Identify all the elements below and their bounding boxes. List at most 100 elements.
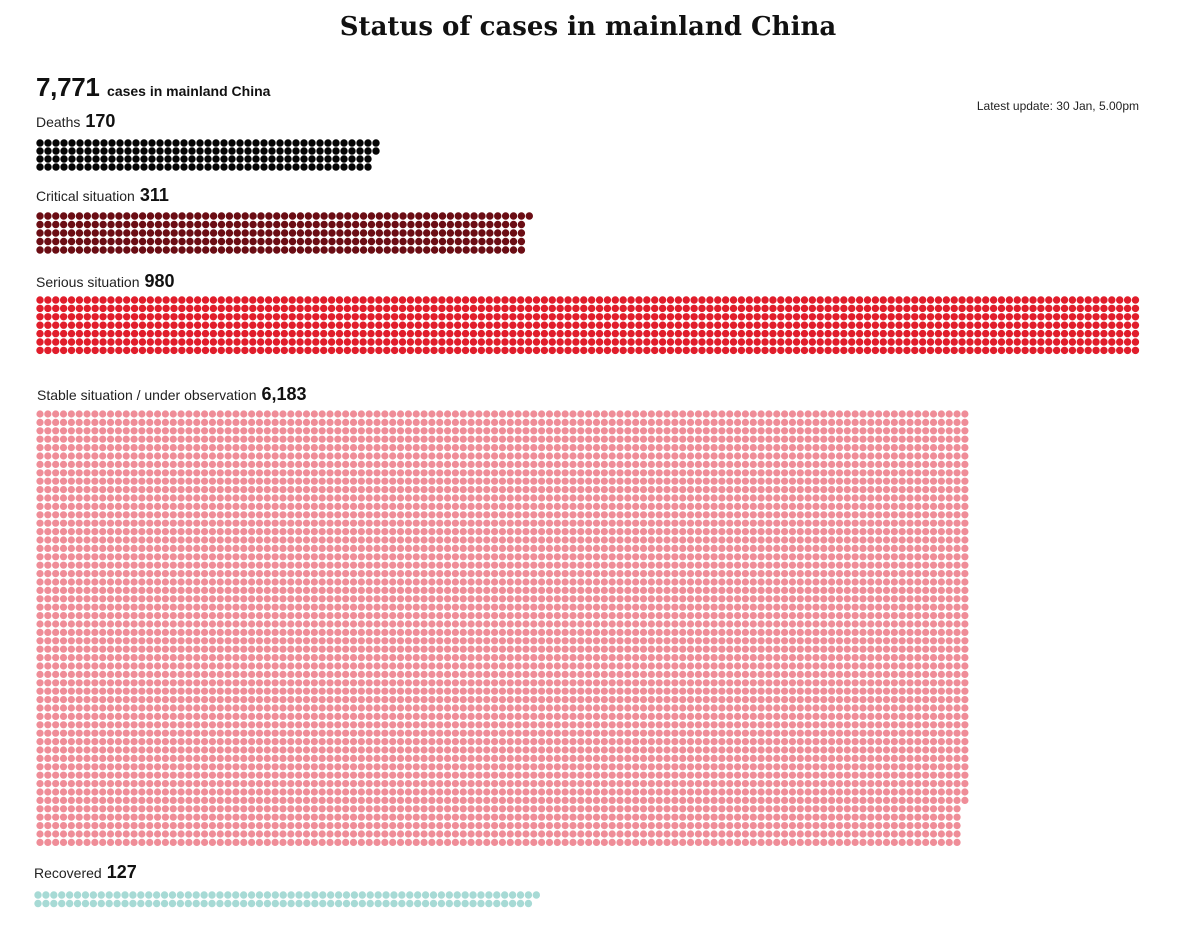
critical-dot <box>494 246 502 254</box>
critical-dot <box>265 246 273 254</box>
serious-dot <box>517 321 525 329</box>
stable-dot <box>248 460 256 468</box>
stable-dot <box>365 528 373 536</box>
stable-dot <box>208 645 217 653</box>
stable-dot <box>553 704 561 712</box>
serious-dot <box>501 296 509 304</box>
deaths-dot <box>284 163 292 171</box>
serious-dot <box>209 313 218 321</box>
stable-dot <box>561 561 569 569</box>
stable-dot <box>161 418 170 426</box>
stable-dot <box>334 427 342 435</box>
critical-dot <box>312 237 320 246</box>
serious-dot <box>383 329 391 338</box>
critical-dot <box>138 220 147 229</box>
stable-dot <box>138 460 146 468</box>
serious-dot <box>848 296 856 304</box>
stable-dot <box>451 704 460 712</box>
stable-dot <box>114 654 122 662</box>
stable-dot <box>271 511 279 519</box>
stable-dot <box>185 418 193 426</box>
stable-dot <box>342 586 350 595</box>
serious-dot <box>950 313 958 321</box>
stable-dot <box>506 838 514 847</box>
stable-dot <box>302 838 311 847</box>
stable-dot <box>75 486 83 494</box>
stable-dot <box>240 729 248 737</box>
stable-dot <box>240 477 248 485</box>
stable-dot <box>177 704 185 712</box>
stable-dot <box>310 805 318 813</box>
stable-dot <box>83 746 91 754</box>
stable-dot <box>146 435 154 443</box>
stable-dot <box>538 460 546 468</box>
stable-dot <box>483 696 491 704</box>
stable-dot <box>342 519 350 527</box>
stable-dot <box>153 746 162 754</box>
stable-dot <box>310 410 318 418</box>
stable-dot <box>491 544 499 553</box>
stable-dot <box>271 771 279 779</box>
stable-dot <box>122 687 130 695</box>
stable-dot <box>302 460 311 468</box>
stable-dot <box>334 410 342 418</box>
stable-dot <box>153 519 162 527</box>
stable-dot <box>404 502 412 510</box>
stable-dot <box>443 528 452 536</box>
serious-dot <box>170 313 178 321</box>
stable-dot <box>436 788 444 796</box>
stable-dot <box>216 788 224 796</box>
stable-dot <box>428 771 436 779</box>
stable-dot <box>287 721 295 729</box>
stable-dot <box>404 754 412 763</box>
stable-dot <box>91 544 99 553</box>
stable-dot <box>545 561 554 569</box>
stable-dot <box>114 738 122 746</box>
stable-dot <box>177 628 185 637</box>
serious-dot <box>887 321 895 329</box>
serious-dot <box>580 338 588 346</box>
serious-dot <box>446 329 454 338</box>
deaths-dot <box>324 139 332 147</box>
serious-dot <box>501 313 509 321</box>
stable-dot <box>232 645 240 653</box>
stable-dot <box>130 578 138 586</box>
stable-dot <box>36 670 44 679</box>
stable-dot <box>216 796 224 805</box>
stable-dot <box>255 687 264 695</box>
stable-dot <box>561 528 569 536</box>
stable-dot <box>91 687 99 695</box>
serious-dot <box>233 313 241 321</box>
critical-dot <box>446 229 455 237</box>
serious-dot <box>824 296 832 304</box>
stable-dot <box>342 670 350 679</box>
critical-dot <box>162 229 170 237</box>
stable-dot <box>428 712 436 721</box>
serious-dot <box>162 338 170 346</box>
stable-dot <box>248 754 256 763</box>
stable-dot <box>177 780 185 788</box>
stable-dot <box>538 696 546 704</box>
stable-dot <box>248 511 256 519</box>
stable-dot <box>530 796 538 805</box>
stable-dot <box>201 460 209 468</box>
stable-dot <box>514 452 522 460</box>
stable-dot <box>248 553 256 561</box>
stable-dot <box>412 553 420 561</box>
serious-dot <box>729 304 738 313</box>
serious-dot <box>1084 329 1092 338</box>
stable-dot <box>326 418 334 426</box>
stable-dot <box>389 603 397 611</box>
stable-dot <box>59 670 68 679</box>
stable-dot <box>498 570 507 578</box>
stable-dot <box>138 746 146 754</box>
stable-dot <box>428 654 436 662</box>
stable-dot <box>59 830 68 838</box>
stable-dot <box>295 654 303 662</box>
stable-dot <box>334 595 342 603</box>
stable-dot <box>412 444 420 452</box>
serious-dot <box>564 329 572 338</box>
serious-dot <box>706 321 714 329</box>
critical-dot <box>131 220 139 229</box>
stable-dot <box>201 830 209 838</box>
